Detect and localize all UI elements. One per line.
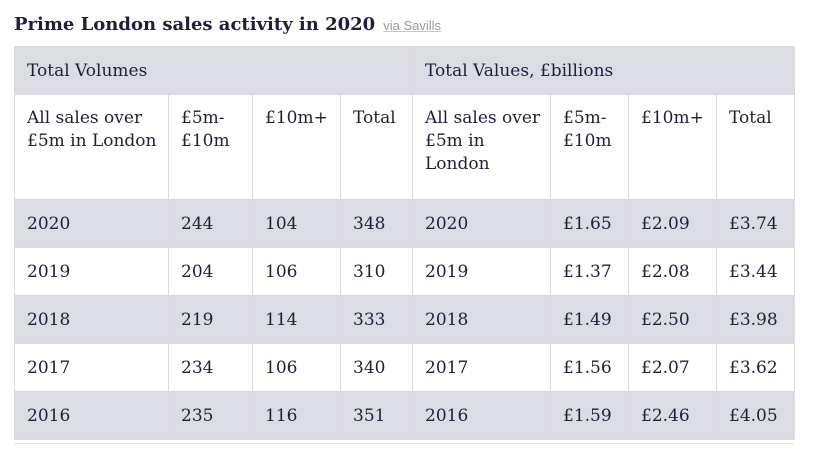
table-cell: 244 — [168, 199, 253, 248]
table-cell: 106 — [252, 343, 341, 392]
group-header-values: Total Values, £billions — [412, 46, 795, 95]
table-cell: 351 — [340, 391, 413, 440]
table-cell: 2019 — [14, 247, 169, 296]
table-cell: 204 — [168, 247, 253, 296]
table-cell: 2017 — [412, 343, 551, 392]
column-header: All sales over £5m in London — [14, 94, 169, 200]
column-header: All sales over £5m in London — [412, 94, 551, 200]
table-cell: £1.65 — [550, 199, 629, 248]
table-cell: 219 — [168, 295, 253, 344]
table-cell: 348 — [340, 199, 413, 248]
title-row: Prime London sales activity in 2020 via … — [14, 14, 441, 35]
table-cell: £3.62 — [716, 343, 795, 392]
table-cell: £1.56 — [550, 343, 629, 392]
table-cell: £2.08 — [628, 247, 717, 296]
table-cell: £2.09 — [628, 199, 717, 248]
table-cell: £2.46 — [628, 391, 717, 440]
table-cell: £2.07 — [628, 343, 717, 392]
table-cell: 106 — [252, 247, 341, 296]
column-header: Total — [340, 94, 413, 200]
sales-table: Total Volumes Total Values, £billions Al… — [14, 46, 795, 440]
table-cell: 333 — [340, 295, 413, 344]
table-cell: 2020 — [14, 199, 169, 248]
bottom-divider — [14, 443, 794, 444]
table-cell: £1.37 — [550, 247, 629, 296]
group-header-row: Total Volumes Total Values, £billions — [14, 46, 795, 95]
table-cell: 310 — [340, 247, 413, 296]
table-cell: 2016 — [14, 391, 169, 440]
group-header-volumes: Total Volumes — [14, 46, 413, 95]
table-cell: 2016 — [412, 391, 551, 440]
table-cell: 2018 — [412, 295, 551, 344]
table-cell: 116 — [252, 391, 341, 440]
table-cell: £3.98 — [716, 295, 795, 344]
table-cell: £2.50 — [628, 295, 717, 344]
table-cell: 104 — [252, 199, 341, 248]
table-cell: £3.74 — [716, 199, 795, 248]
column-header: £10m+ — [628, 94, 717, 200]
table-row: 2019 204 106 310 2019 £1.37 £2.08 £3.44 — [14, 247, 795, 296]
table-row: 2018 219 114 333 2018 £1.49 £2.50 £3.98 — [14, 295, 795, 344]
table-cell: 2017 — [14, 343, 169, 392]
table-cell: 2018 — [14, 295, 169, 344]
table-cell: £3.44 — [716, 247, 795, 296]
table-cell: 340 — [340, 343, 413, 392]
column-header-row: All sales over £5m in London £5m-£10m £1… — [14, 94, 795, 200]
column-header: £10m+ — [252, 94, 341, 200]
table-row: 2020 244 104 348 2020 £1.65 £2.09 £3.74 — [14, 199, 795, 248]
table-cell: 2019 — [412, 247, 551, 296]
table-title: Prime London sales activity in 2020 — [14, 14, 376, 35]
table-cell: £4.05 — [716, 391, 795, 440]
column-header: Total — [716, 94, 795, 200]
table-cell: 235 — [168, 391, 253, 440]
table-cell: 114 — [252, 295, 341, 344]
table-cell: 234 — [168, 343, 253, 392]
table-row: 2017 234 106 340 2017 £1.56 £2.07 £3.62 — [14, 343, 795, 392]
column-header: £5m-£10m — [168, 94, 253, 200]
column-header: £5m-£10m — [550, 94, 629, 200]
table-row: 2016 235 116 351 2016 £1.59 £2.46 £4.05 — [14, 391, 795, 440]
source-link[interactable]: via Savills — [383, 18, 442, 33]
table-cell: £1.59 — [550, 391, 629, 440]
table-cell: 2020 — [412, 199, 551, 248]
table-cell: £1.49 — [550, 295, 629, 344]
